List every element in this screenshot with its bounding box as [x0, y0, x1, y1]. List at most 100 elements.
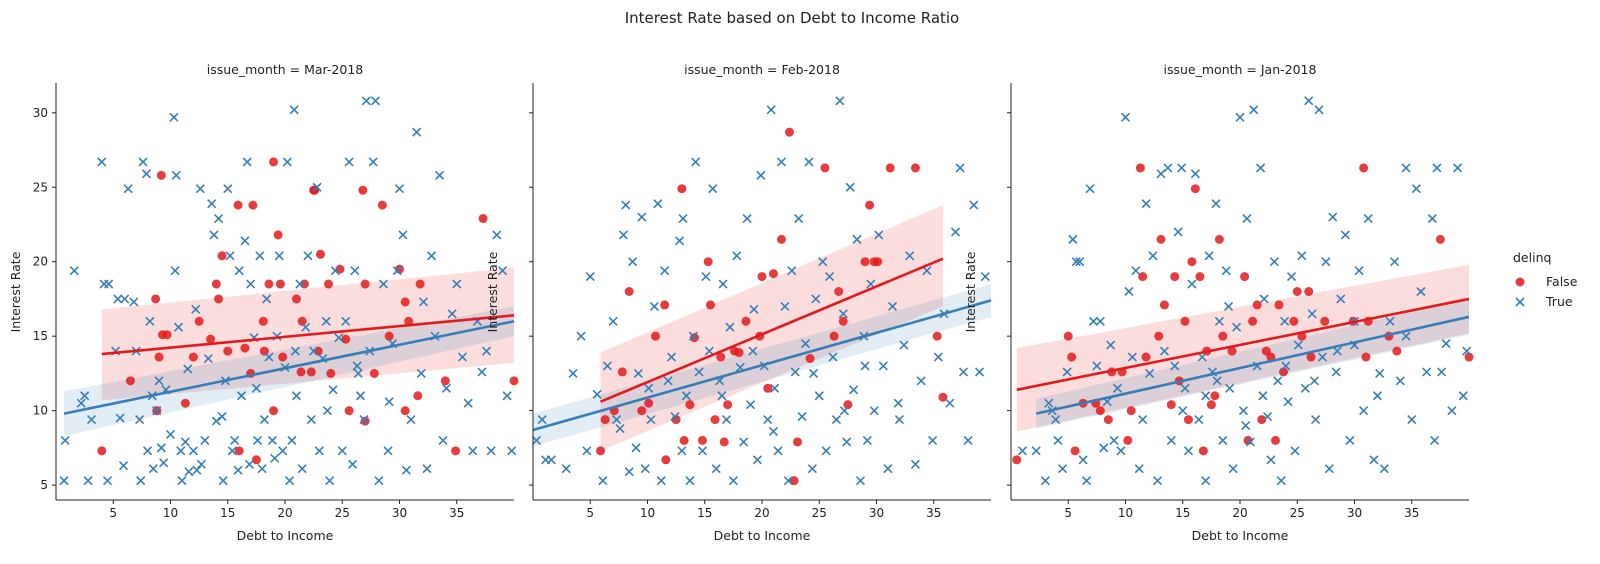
data-point [350, 266, 360, 276]
data-point [1190, 184, 1200, 194]
data-point [1245, 437, 1255, 447]
data-point [203, 353, 213, 364]
data-point [1385, 316, 1395, 326]
data-point [255, 251, 265, 261]
data-point [1331, 367, 1341, 377]
data-point [845, 182, 855, 192]
data-point [113, 294, 123, 304]
data-point [1183, 446, 1194, 456]
y-tick-label: 15 [33, 329, 48, 343]
data-point [1092, 361, 1102, 371]
data-point [666, 352, 677, 362]
data-point [1187, 257, 1197, 267]
legend-marker-true [1515, 297, 1525, 307]
legend-marker-false [1515, 277, 1525, 287]
data-point [628, 257, 638, 267]
data-point [290, 346, 300, 356]
data-point [412, 127, 422, 137]
data-point [1290, 446, 1300, 456]
data-point [618, 230, 629, 240]
data-point [842, 437, 852, 447]
data-point [230, 435, 240, 445]
data-point [602, 361, 612, 371]
data-point [192, 465, 202, 475]
data-point [502, 391, 512, 401]
data-point [568, 368, 578, 378]
x-tick-label: 5 [109, 506, 117, 520]
data-point [180, 398, 190, 408]
data-point [1304, 287, 1314, 296]
data-point [176, 446, 186, 456]
data-point [1292, 287, 1302, 296]
data-point [773, 446, 783, 456]
data-point [1070, 446, 1080, 456]
data-point [301, 322, 311, 332]
data-point [486, 446, 496, 456]
data-point [1218, 331, 1228, 341]
data-point [269, 157, 279, 167]
data-point [251, 383, 261, 393]
data-point [214, 213, 224, 224]
data-point [194, 316, 204, 326]
data-point [223, 184, 233, 194]
data-point [1120, 112, 1131, 122]
data-point [732, 251, 742, 261]
data-point [264, 352, 274, 362]
data-point [162, 330, 172, 340]
data-point [598, 476, 608, 486]
data-point [374, 476, 384, 486]
data-point [291, 294, 301, 304]
data-point [1300, 383, 1310, 393]
x-tick-label: 25 [812, 506, 827, 520]
data-point [1152, 476, 1163, 486]
data-point [324, 279, 334, 289]
data-point [776, 157, 787, 167]
data-point [768, 426, 779, 437]
data-point [135, 415, 145, 425]
data-point [637, 212, 647, 222]
series-true [59, 96, 517, 486]
data-point [1163, 163, 1173, 173]
x-tick-label: 15 [1175, 506, 1190, 520]
data-point [677, 446, 687, 456]
data-point [1317, 352, 1328, 362]
data-point [1269, 257, 1279, 267]
y-axis-label: Interest Rate [485, 251, 500, 332]
regression-line-true [63, 320, 515, 415]
data-point [1332, 346, 1342, 356]
data-point [621, 200, 631, 210]
data-point [244, 459, 255, 469]
data-point [1441, 339, 1451, 349]
data-point [749, 304, 759, 314]
data-point [1126, 406, 1136, 416]
y-axis-label: Interest Rate [8, 251, 23, 332]
data-point [441, 383, 452, 393]
data-point [916, 376, 926, 386]
data-point [303, 251, 313, 261]
data-point [719, 437, 729, 447]
data-point [418, 297, 429, 307]
data-point [1359, 163, 1369, 173]
x-tick-label: 30 [392, 506, 407, 520]
data-point [1392, 346, 1402, 356]
data-point [1148, 251, 1158, 261]
data-point [685, 400, 695, 410]
data-point [1432, 163, 1442, 173]
data-point [151, 294, 161, 304]
data-point [398, 230, 408, 240]
data-point [596, 446, 606, 456]
data-point [1328, 212, 1338, 222]
data-point [649, 301, 659, 311]
data-point [1416, 286, 1426, 297]
data-point [171, 170, 181, 180]
data-point [615, 423, 625, 434]
data-point [1124, 286, 1134, 297]
data-point [1395, 376, 1405, 386]
data-point [401, 465, 411, 475]
data-point [1238, 406, 1249, 416]
data-point [794, 213, 804, 224]
data-point [69, 266, 79, 276]
data-point [734, 348, 744, 358]
data-point [1435, 234, 1445, 244]
data-point [1248, 316, 1258, 326]
